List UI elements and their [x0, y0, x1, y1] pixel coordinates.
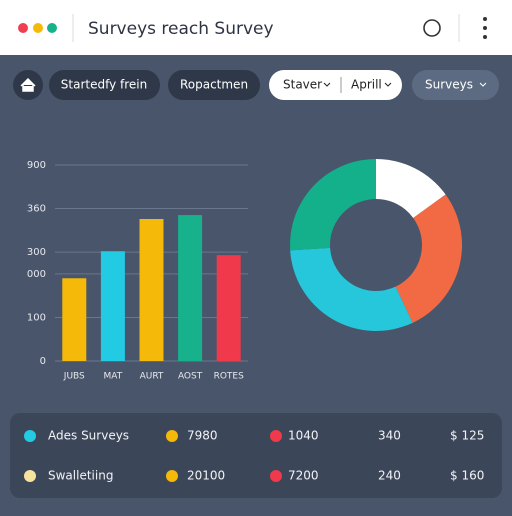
y-tick-label: 360 — [27, 204, 46, 215]
y-tick-label: 300 — [27, 247, 46, 258]
dot — [33, 23, 43, 33]
bar — [62, 278, 87, 361]
filter-label: Aprill — [351, 78, 382, 92]
chevron — [384, 82, 392, 87]
row-dot — [166, 470, 178, 482]
table-cell: Swalletiing — [48, 469, 113, 483]
y-tick-label: 100 — [27, 312, 46, 323]
row-dot — [270, 470, 282, 482]
donut-segment — [376, 159, 446, 218]
x-tick-label: AURT — [140, 372, 164, 382]
header-bar — [0, 0, 512, 55]
filter-pill[interactable] — [269, 70, 402, 100]
row-dot — [270, 430, 282, 442]
dot — [18, 23, 28, 33]
table-cell: 240 — [378, 469, 401, 483]
bar — [100, 251, 125, 361]
y-tick-label: 0 — [40, 356, 46, 367]
table-cell: 20100 — [187, 469, 225, 483]
table-panel — [10, 413, 502, 498]
tab[interactable] — [168, 70, 260, 100]
tab[interactable] — [49, 70, 160, 100]
row-dot — [166, 430, 178, 442]
menu-pill[interactable] — [412, 70, 499, 100]
row-dot — [24, 470, 36, 482]
bar — [178, 215, 203, 361]
account-icon[interactable] — [423, 19, 441, 37]
y-tick-label: 900 — [27, 160, 46, 171]
filter-label: Staver — [283, 78, 322, 92]
x-tick-label: ROTES — [214, 372, 245, 382]
table-cell: $ 160 — [450, 469, 484, 483]
table-cell: 7980 — [187, 429, 218, 443]
dot — [47, 23, 57, 33]
row-dot — [24, 430, 36, 442]
app-title: Surveys reach Survey — [88, 19, 274, 39]
bar — [216, 255, 241, 361]
chevron — [323, 82, 331, 87]
more-icon[interactable] — [483, 17, 487, 39]
donut-segment — [290, 159, 376, 251]
chevron — [479, 82, 487, 87]
donut-segment — [395, 194, 462, 323]
tab-label: Startedfy frein — [61, 78, 147, 92]
table-cell: 340 — [378, 429, 401, 443]
bar-chart: 0 100 000 300 360 900 JUBS MAT AURT AOST ROTES — [27, 160, 248, 382]
x-tick-label: MAT — [104, 372, 123, 382]
donut-segment — [290, 247, 413, 332]
table-cell: $ 125 — [450, 429, 484, 443]
table-cell: 7200 — [288, 469, 319, 483]
y-tick-label: 000 — [27, 269, 46, 280]
tab-label: Ropactmen — [180, 78, 248, 92]
menu-label: Surveys — [425, 78, 473, 92]
bar — [139, 219, 164, 361]
x-tick-label: JUBS — [63, 372, 85, 382]
home-icon — [20, 77, 36, 92]
x-tick-label: AOST — [178, 372, 203, 382]
table: Ades Surveys 7980 1040 340 $ 125 Swalletiing 2… — [24, 429, 484, 483]
donut-chart — [290, 159, 462, 332]
table-cell: 1040 — [288, 429, 319, 443]
table-cell: Ades Surveys — [48, 429, 129, 443]
